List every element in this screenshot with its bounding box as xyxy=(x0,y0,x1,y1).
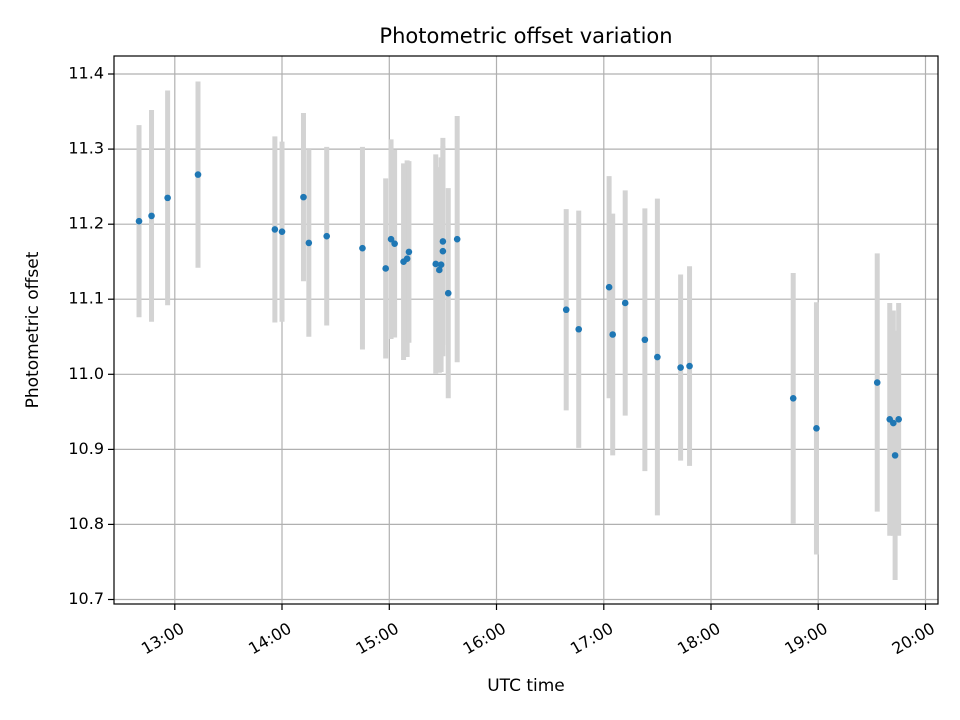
data-point xyxy=(135,217,143,225)
data-point xyxy=(891,452,899,459)
data-points xyxy=(135,171,902,459)
data-point xyxy=(813,425,820,432)
data-point xyxy=(382,265,389,272)
data-point xyxy=(575,325,583,333)
data-point xyxy=(605,283,613,291)
data-point xyxy=(405,248,413,256)
data-point xyxy=(278,228,286,235)
y-tick-label: 10.7 xyxy=(68,589,104,608)
data-point xyxy=(789,395,797,402)
data-point xyxy=(164,194,171,202)
x-axis-label: UTC time xyxy=(487,676,565,696)
data-point xyxy=(305,239,313,247)
y-tick-label: 10.8 xyxy=(68,514,104,533)
plot-frame xyxy=(113,55,939,605)
y-axis-label: Photometric offset xyxy=(23,251,43,408)
data-point xyxy=(437,261,445,268)
data-point xyxy=(686,362,693,370)
data-point xyxy=(641,336,649,344)
data-point xyxy=(432,260,440,268)
data-point xyxy=(895,416,902,423)
y-tick-label: 11.4 xyxy=(68,64,104,83)
y-tick-label: 11.1 xyxy=(68,289,104,308)
data-point xyxy=(387,235,395,243)
data-point xyxy=(609,331,616,338)
data-point xyxy=(439,238,447,245)
data-point xyxy=(890,419,897,427)
y-tick-label: 11.0 xyxy=(68,364,104,383)
data-point xyxy=(271,226,279,233)
data-point xyxy=(300,193,307,201)
y-tick-label: 11.2 xyxy=(68,214,104,233)
data-point xyxy=(453,235,461,243)
data-point xyxy=(391,240,398,247)
data-point xyxy=(562,306,570,314)
y-axis-ticks: 10.7 10.8 10.9 11.0 11.1 11.2 11.3 11.4 xyxy=(68,64,114,608)
data-point xyxy=(194,171,202,178)
data-point xyxy=(677,364,684,371)
data-point xyxy=(873,379,881,386)
plot-area xyxy=(114,56,938,604)
data-point xyxy=(621,299,629,307)
data-point xyxy=(436,266,443,274)
data-point xyxy=(359,244,366,252)
y-tick-label: 11.3 xyxy=(68,139,104,158)
data-point xyxy=(403,255,411,262)
y-tick-label: 10.9 xyxy=(68,439,104,458)
chart-title: Photometric offset variation xyxy=(379,24,672,48)
data-point xyxy=(148,212,155,220)
data-point xyxy=(323,232,331,240)
data-point xyxy=(444,289,452,297)
data-point xyxy=(439,247,447,255)
data-point xyxy=(654,353,661,361)
